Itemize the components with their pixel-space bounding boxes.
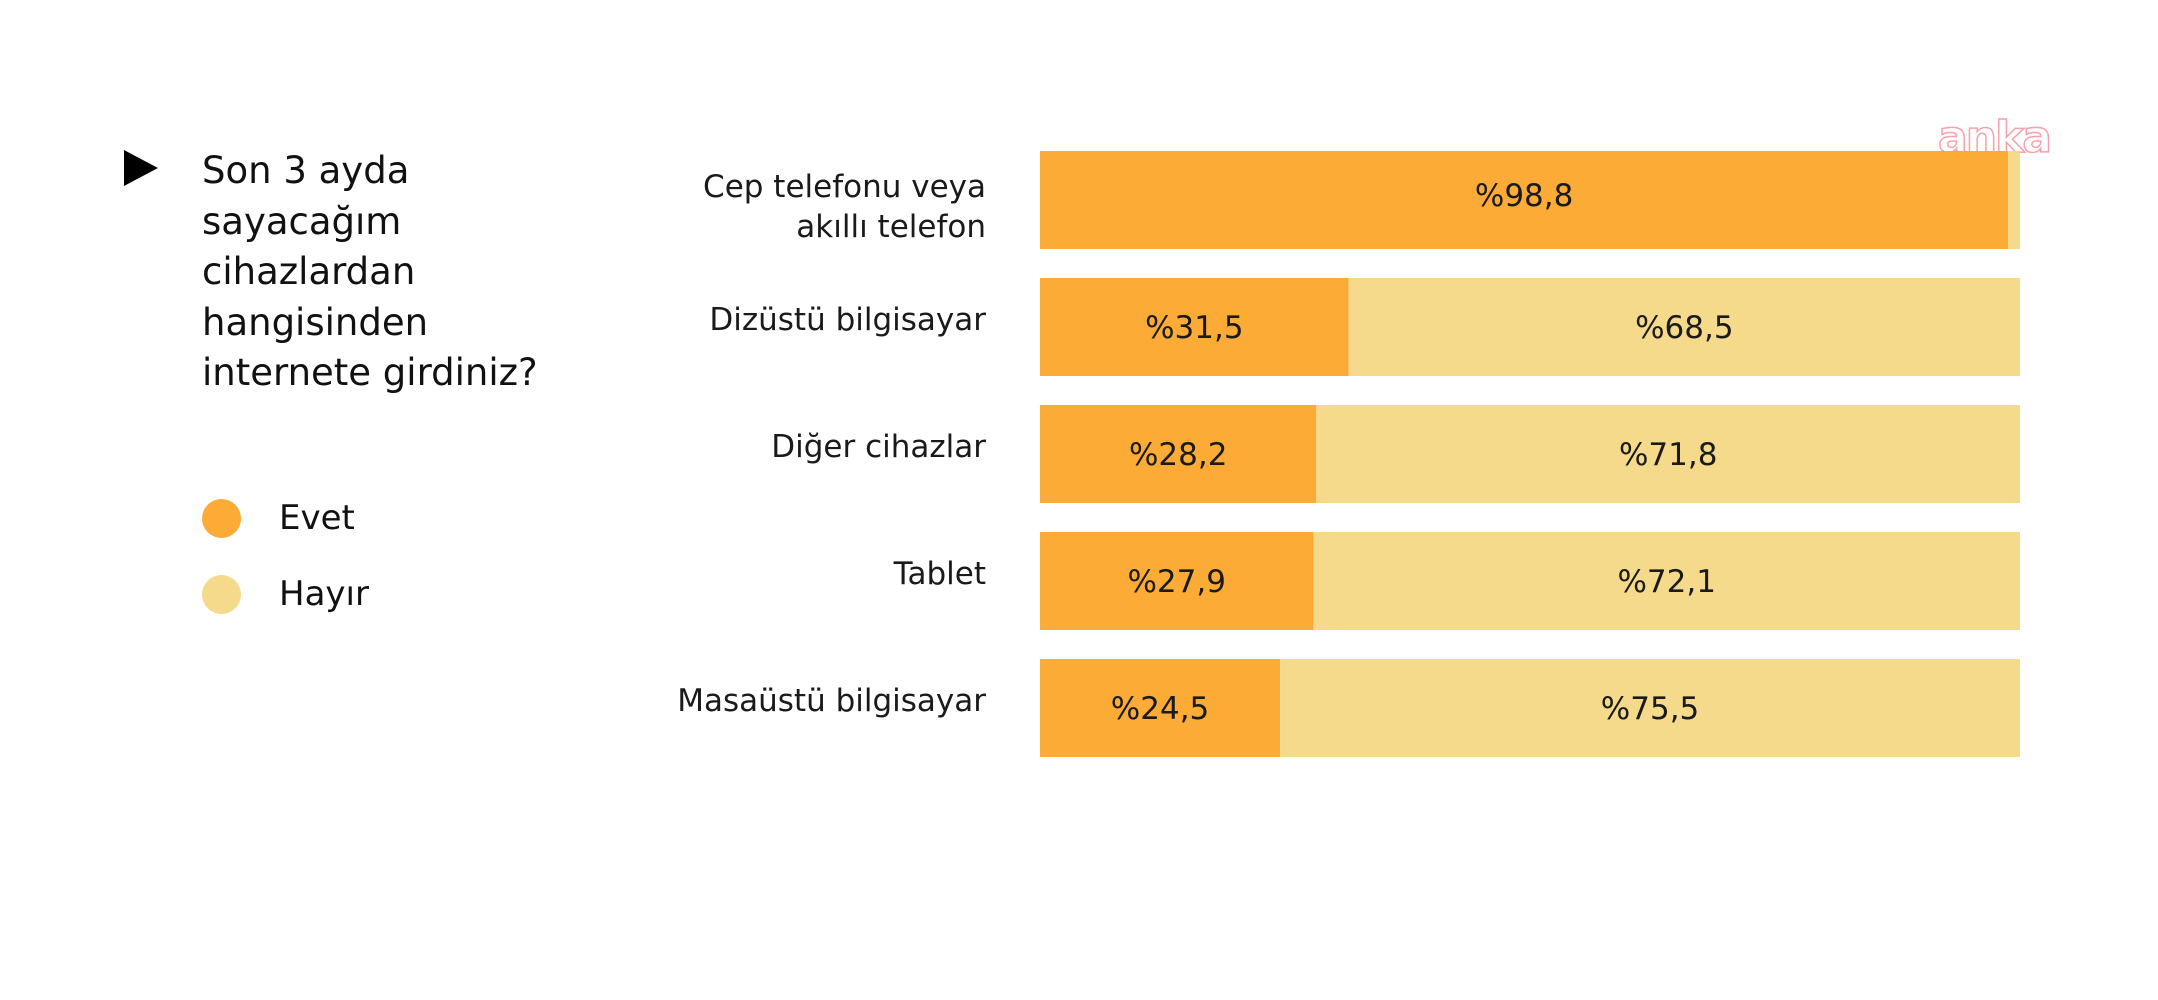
data-label: %31,5 [1145, 310, 1243, 346]
question-arrow-icon [124, 150, 158, 186]
bar-segment-hayir [1348, 278, 2020, 376]
bar-segment-hayir [1280, 659, 2020, 757]
category-label-line: akıllı telefon [796, 209, 986, 245]
legend-item-hayir: Hayır [202, 556, 369, 632]
bar-segment-evet [1040, 532, 1314, 630]
category-label: Tablet [893, 556, 986, 592]
data-label: %75,5 [1601, 691, 1699, 727]
data-label: %72,1 [1617, 564, 1715, 600]
bar-segment-hayir [2008, 151, 2020, 249]
legend-item-evet: Evet [202, 480, 369, 556]
category-label: Diğer cihazlar [771, 429, 986, 465]
bar-segment-hayir [1316, 405, 2020, 503]
question-title: Son 3 ayda sayacağım cihazlardan hangisi… [202, 149, 538, 394]
bar-segment-evet [1040, 278, 1349, 376]
data-label: %28,2 [1129, 437, 1227, 473]
category-label-line: Dizüstü bilgisayar [709, 302, 986, 338]
legend-dot-evet-icon [202, 498, 241, 538]
data-label: %71,8 [1619, 437, 1717, 473]
category-label-line: Cep telefonu veya [703, 169, 986, 205]
category-label: Masaüstü bilgisayar [677, 683, 986, 719]
data-label: %27,9 [1127, 564, 1225, 600]
category-label: Cep telefonu veya akıllı telefon [703, 169, 986, 245]
bar-segment-evet [1040, 151, 2009, 249]
category-label: Dizüstü bilgisayar [709, 302, 986, 338]
bar-segment-hayir [1313, 532, 2020, 630]
data-label: %68,5 [1635, 310, 1733, 346]
legend-label-hayir: Hayır [279, 574, 369, 614]
legend: Evet Hayır [202, 480, 369, 632]
data-label: %98,8 [1475, 178, 1573, 214]
category-label-line: Masaüstü bilgisayar [677, 683, 986, 719]
legend-dot-hayir-icon [202, 574, 241, 614]
category-label-line: Diğer cihazlar [771, 429, 986, 465]
data-label: %24,5 [1111, 691, 1209, 727]
legend-label-evet: Evet [279, 498, 355, 538]
bar-segment-evet [1040, 405, 1317, 503]
category-label-line: Tablet [893, 556, 986, 592]
bar-segment-evet [1040, 659, 1281, 757]
